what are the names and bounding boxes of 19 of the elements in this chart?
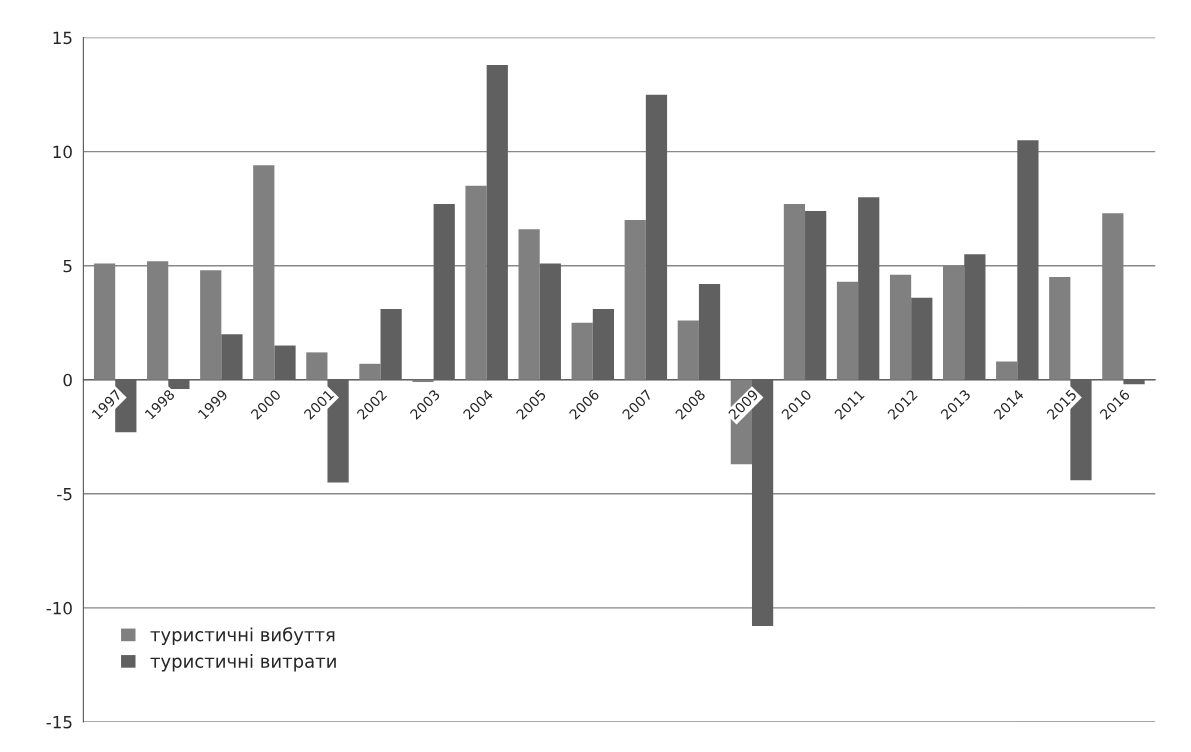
y-tick-label: -15	[46, 716, 72, 729]
legend-label: туристичні витрати	[150, 653, 336, 672]
y-tick-label: 10	[53, 145, 72, 159]
bar	[359, 363, 381, 380]
y-tick-label: -10	[46, 601, 72, 615]
bar	[836, 281, 859, 380]
bar	[677, 320, 699, 380]
bar	[996, 361, 1018, 380]
bar	[1049, 277, 1071, 380]
bar	[412, 379, 434, 383]
bar	[889, 274, 912, 380]
y-tick-label: 0	[63, 373, 72, 387]
bar	[571, 322, 593, 380]
bar	[306, 352, 328, 380]
legend-label: туристичні вибуття	[150, 627, 335, 645]
y-tick-label: 5	[63, 259, 72, 273]
bar	[200, 270, 222, 380]
y-tick-label: 15	[53, 31, 72, 45]
y-tick-label: -5	[57, 487, 72, 501]
